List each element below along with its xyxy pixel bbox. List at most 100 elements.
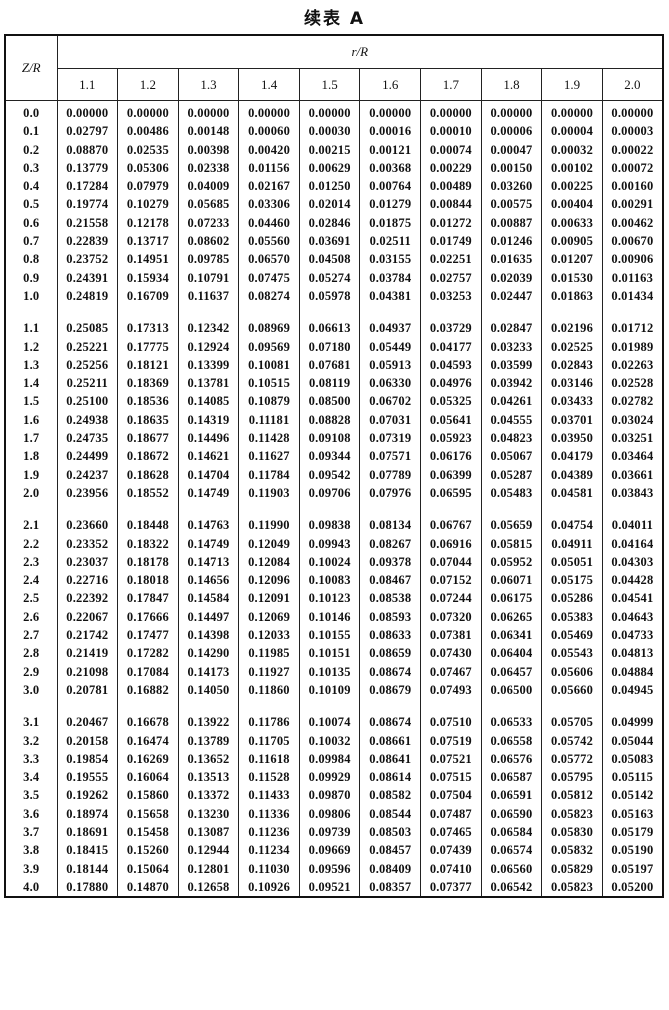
value-cell: 0.04011: [601, 516, 664, 535]
spacer-cell: [601, 305, 664, 320]
value-cell: 0.07571: [359, 447, 422, 466]
row-label-z-r: 3.3: [4, 749, 58, 769]
value-cell: 0.20467: [56, 713, 119, 732]
value-cell: 0.18677: [117, 429, 179, 448]
value-cell: 0.08582: [359, 786, 422, 805]
value-cell: 0.14763: [177, 516, 240, 535]
value-cell: 0.01163: [601, 268, 664, 287]
value-cell: 0.09569: [238, 337, 300, 356]
value-cell: 0.05190: [601, 841, 664, 860]
value-cell: 0.07031: [359, 410, 422, 430]
value-cell: 0.03950: [541, 429, 603, 448]
table-row: 3.1 0.20467 0.16678 0.13922 0.11786 0.10074 0.…: [4, 713, 664, 732]
value-cell: 0.12033: [238, 626, 300, 645]
value-cell: 0.12924: [177, 337, 240, 356]
value-cell: 0.17084: [117, 662, 179, 681]
value-cell: 0.18144: [56, 859, 119, 878]
value-cell: 0.07475: [238, 268, 300, 287]
value-cell: 0.11336: [238, 804, 300, 823]
value-cell: 0.11990: [238, 516, 300, 535]
value-cell: 0.01635: [480, 250, 543, 269]
value-cell: 0.06404: [480, 644, 543, 663]
value-cell: 0.04945: [601, 680, 664, 700]
value-cell: 0.04884: [601, 662, 664, 681]
table-row: 1.1 0.25085 0.17313 0.12342 0.08969 0.06613 0.…: [4, 319, 664, 338]
value-cell: 0.05286: [541, 589, 603, 608]
value-cell: 0.11705: [238, 731, 300, 750]
value-cell: 0.10279: [117, 195, 179, 214]
value-cell: 0.02039: [480, 268, 543, 287]
value-cell: 0.07465: [420, 822, 482, 842]
value-cell: 0.05742: [541, 731, 603, 750]
value-cell: 0.05449: [359, 337, 422, 356]
table-row: 3.8 0.18415 0.15260 0.12944 0.11234 0.09669 0.…: [4, 841, 664, 860]
value-cell: 0.02196: [541, 319, 603, 338]
value-cell: 0.00003: [601, 122, 664, 141]
value-cell: 0.05812: [541, 786, 603, 805]
row-label-z-r: 2.4: [4, 571, 58, 590]
value-cell: 0.10109: [298, 680, 361, 700]
value-cell: 0.08503: [359, 822, 422, 842]
value-cell: 0.21742: [56, 626, 119, 645]
value-cell: 0.04177: [420, 337, 482, 356]
value-cell: 0.13230: [177, 804, 240, 823]
spacer-cell: [117, 502, 179, 517]
row-label-z-r: 2.1: [4, 516, 58, 535]
value-cell: 0.05795: [541, 768, 603, 787]
value-cell: 0.04164: [601, 534, 664, 553]
value-cell: 0.18121: [117, 355, 179, 375]
value-cell: 0.14319: [177, 410, 240, 430]
value-cell: 0.03784: [359, 268, 422, 287]
value-cell: 0.03843: [601, 483, 664, 503]
value-cell: 0.01989: [601, 337, 664, 356]
value-cell: 0.23956: [56, 483, 119, 503]
value-cell: 0.21098: [56, 662, 119, 681]
row-label-z-r: 3.7: [4, 822, 58, 842]
value-cell: 0.08457: [359, 841, 422, 860]
value-cell: 0.05083: [601, 749, 664, 769]
value-cell: 0.05823: [541, 877, 603, 898]
table-row: 2.6 0.22067 0.17666 0.14497 0.12069 0.10146 0.…: [4, 607, 664, 627]
table-row: 0.2 0.08870 0.02535 0.00398 0.00420 0.00215 0.…: [4, 140, 664, 159]
value-cell: 0.14496: [177, 429, 240, 448]
value-cell: 0.05829: [541, 859, 603, 878]
row-label-z-r: 1.1: [4, 319, 58, 338]
table-row: 3.7 0.18691 0.15458 0.13087 0.11236 0.09739 0.…: [4, 822, 664, 842]
value-cell: 0.01250: [298, 177, 361, 196]
value-cell: 0.12096: [238, 571, 300, 590]
value-cell: 0.25085: [56, 319, 119, 338]
value-cell: 0.09378: [359, 552, 422, 572]
value-cell: 0.00032: [541, 140, 603, 159]
value-cell: 0.02167: [238, 177, 300, 196]
table-row: 2.0 0.23956 0.18552 0.14749 0.11903 0.09706 0.…: [4, 483, 664, 503]
value-cell: 0.05606: [541, 662, 603, 681]
value-cell: 0.07244: [420, 589, 482, 608]
value-cell: 0.10074: [298, 713, 361, 732]
row-label-z-r: 1.7: [4, 429, 58, 448]
column-header: 1.2: [117, 68, 179, 101]
spacer-cell: [359, 305, 422, 320]
row-label-z-r: 0.5: [4, 195, 58, 214]
group-spacer: [4, 699, 664, 714]
value-cell: 0.03024: [601, 410, 664, 430]
value-cell: 0.13779: [56, 158, 119, 178]
value-cell: 0.12944: [177, 841, 240, 860]
value-cell: 0.11030: [238, 859, 300, 878]
value-cell: 0.23037: [56, 552, 119, 572]
value-cell: 0.04581: [541, 483, 603, 503]
value-cell: 0.03251: [601, 429, 664, 448]
value-cell: 0.15934: [117, 268, 179, 287]
table-row: 1.8 0.24499 0.18672 0.14621 0.11627 0.09344 0.…: [4, 447, 664, 466]
value-cell: 0.06457: [480, 662, 543, 681]
value-cell: 0.05923: [420, 429, 482, 448]
row-label-z-r: 2.6: [4, 607, 58, 627]
value-cell: 0.05641: [420, 410, 482, 430]
value-cell: 0.03155: [359, 250, 422, 269]
table-row: 2.1 0.23660 0.18448 0.14763 0.11990 0.09838 0.…: [4, 516, 664, 535]
value-cell: 0.04508: [298, 250, 361, 269]
value-cell: 0.05197: [601, 859, 664, 878]
table-row: 1.7 0.24735 0.18677 0.14496 0.11428 0.09108 0.…: [4, 429, 664, 448]
value-cell: 0.23752: [56, 250, 119, 269]
value-cell: 0.02782: [601, 392, 664, 411]
row-label-z-r: 1.9: [4, 465, 58, 484]
